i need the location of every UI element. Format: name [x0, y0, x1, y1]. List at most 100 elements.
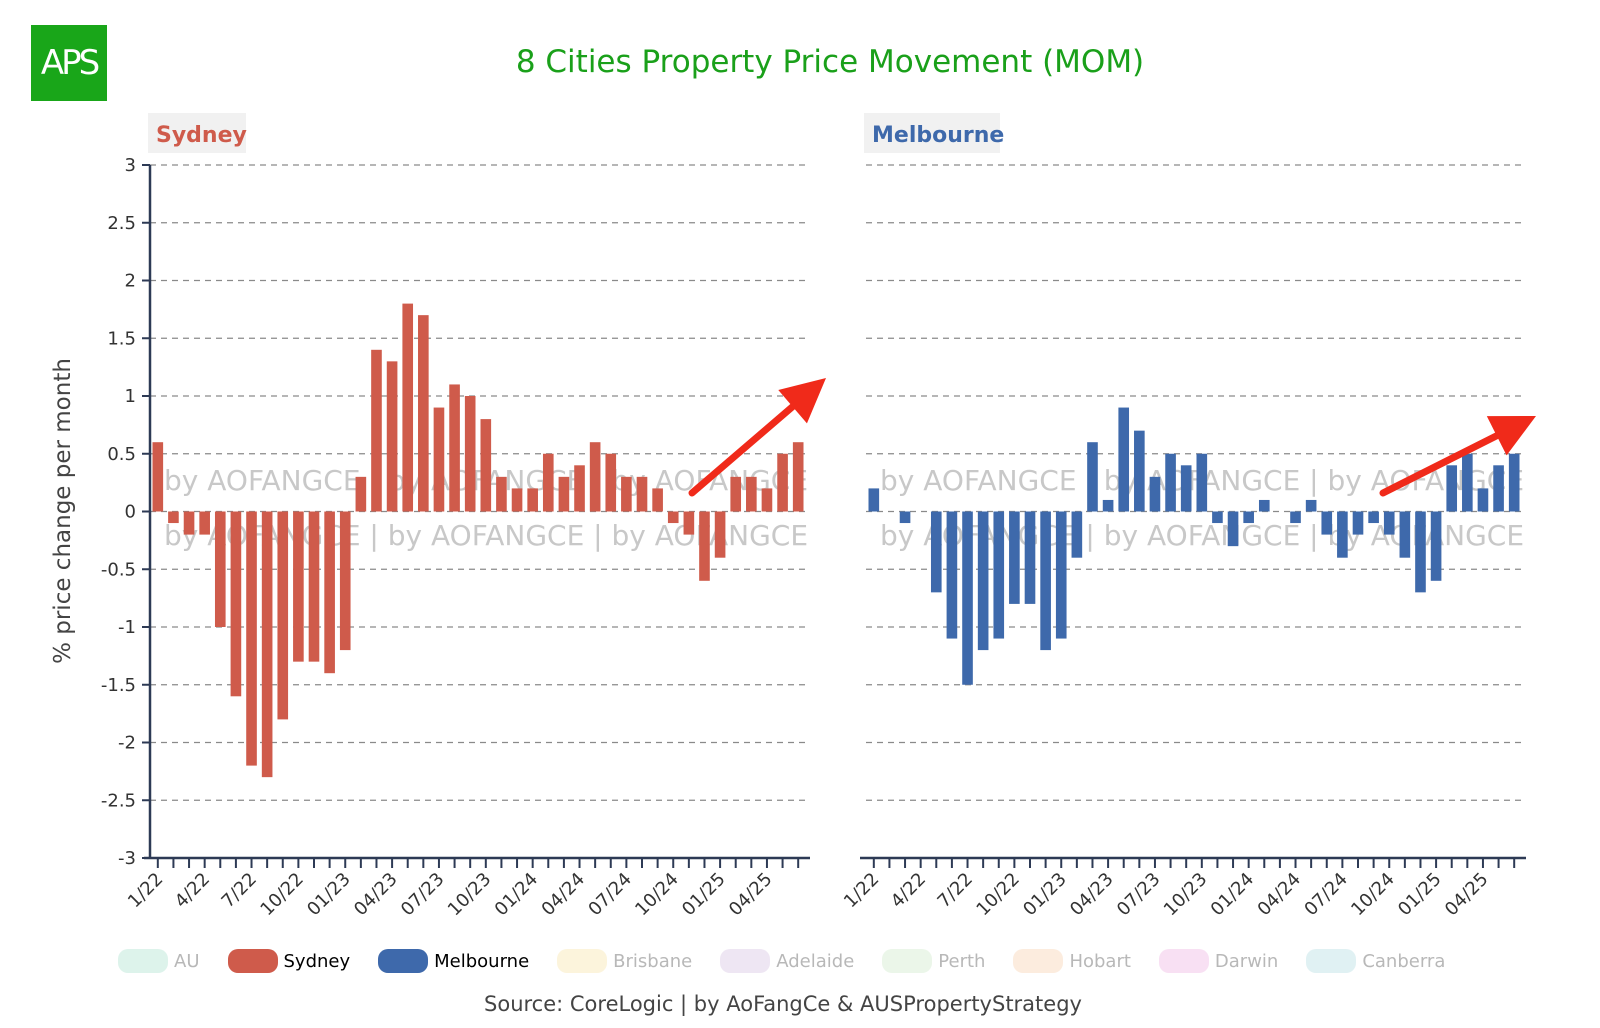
bar: [1477, 488, 1489, 512]
bar: [899, 511, 911, 524]
bar: [1180, 465, 1192, 512]
legend-item-darwin[interactable]: Darwin: [1158, 949, 1279, 973]
bar: [261, 511, 273, 778]
watermark-text: by AOFANGCE | by AOFANGCE | by AOFANGCE: [880, 519, 1524, 552]
y-tick-label: -2.5: [101, 790, 136, 811]
bar: [293, 511, 304, 662]
bar: [1290, 511, 1301, 524]
y-tick-label: -0.5: [101, 559, 136, 580]
bar: [152, 442, 164, 512]
legend-item-hobart[interactable]: Hobart: [1013, 949, 1131, 973]
bar: [1337, 511, 1348, 558]
legend-swatch: [118, 949, 168, 973]
bar: [977, 511, 989, 651]
x-tick-label: 10/22: [972, 869, 1024, 921]
bar: [777, 453, 788, 512]
legend-swatch: [1158, 949, 1209, 973]
bar: [230, 511, 242, 697]
bar: [1352, 511, 1364, 535]
panel-title-bg: [864, 113, 1000, 153]
panel-title: Sydney: [156, 123, 247, 148]
bar: [1009, 511, 1020, 604]
y-tick-label: -1: [118, 617, 136, 638]
bar: [1415, 511, 1426, 593]
x-tick-label: 04/24: [538, 869, 590, 921]
legend-item-melbourne[interactable]: Melbourne: [378, 949, 529, 973]
bar: [511, 488, 523, 512]
bar: [761, 488, 773, 512]
bar: [402, 303, 414, 512]
bar: [699, 511, 710, 581]
x-tick-label: 10/23: [444, 869, 496, 921]
x-tick-label: 01/25: [678, 869, 730, 921]
bar: [1243, 511, 1254, 524]
panel-title: Melbourne: [872, 123, 1004, 148]
bar: [339, 511, 351, 651]
legend-label: Melbourne: [434, 950, 530, 972]
legend-item-brisbane[interactable]: Brisbane: [557, 949, 692, 973]
x-tick-label: 04/25: [725, 869, 777, 921]
y-tick-label: 1.5: [107, 328, 136, 349]
legend-item-perth[interactable]: Perth: [882, 949, 985, 973]
bar: [1071, 511, 1083, 558]
legend-swatch: [378, 949, 429, 973]
bar: [355, 476, 367, 512]
bar: [1399, 511, 1411, 558]
x-tick-label: 7/22: [934, 869, 977, 912]
x-tick-label: 1/22: [124, 869, 167, 912]
x-tick-label: 7/22: [218, 869, 261, 912]
legend-item-sydney[interactable]: Sydney: [227, 949, 350, 973]
bar: [464, 396, 476, 512]
bar: [542, 453, 554, 512]
watermark-text: by AOFANGCE | by AOFANGCE | by AOFANGCE: [164, 519, 808, 552]
x-tick-label: 07/23: [397, 869, 449, 921]
y-tick-label: -1.5: [101, 675, 136, 696]
bar: [714, 511, 726, 558]
bar: [746, 476, 757, 512]
bar: [1462, 453, 1473, 512]
bar: [418, 315, 429, 512]
bar: [1258, 499, 1270, 512]
legend-item-au[interactable]: AU: [118, 949, 200, 973]
bar: [1430, 511, 1442, 581]
bar: [730, 476, 742, 512]
bar: [1024, 511, 1036, 604]
bar: [1508, 453, 1520, 512]
bar: [324, 511, 335, 674]
bar: [1149, 476, 1161, 512]
legend-label: Adelaide: [776, 950, 855, 972]
bar: [1493, 465, 1504, 512]
legend-swatch: [227, 949, 278, 973]
legend-item-adelaide[interactable]: Adelaide: [720, 949, 854, 973]
y-tick-label: 3: [125, 155, 136, 176]
y-tick-label: 2.5: [107, 213, 136, 234]
bar: [652, 488, 663, 512]
legend-label: Perth: [938, 950, 986, 972]
x-tick-label: 04/25: [1441, 869, 1493, 921]
bar: [1321, 511, 1333, 535]
legend-swatch: [1013, 949, 1064, 973]
bar: [621, 476, 632, 512]
bar: [1040, 511, 1051, 651]
bar: [449, 384, 460, 512]
legend-label: Darwin: [1214, 950, 1279, 972]
trend-arrow-head: [1486, 416, 1536, 456]
bar: [558, 476, 570, 512]
x-tick-label: 01/23: [303, 869, 355, 921]
bar: [1446, 465, 1458, 512]
bar: [480, 419, 492, 512]
bar: [371, 349, 382, 512]
legend-label: AU: [174, 950, 200, 972]
bar: [1305, 499, 1317, 512]
trend-arrow-line: [1379, 432, 1501, 497]
legend-item-canberra[interactable]: Canberra: [1306, 949, 1445, 973]
bar: [1227, 511, 1239, 547]
y-tick-label: 1: [125, 386, 136, 407]
x-tick-label: 07/23: [1113, 869, 1165, 921]
bar: [214, 511, 226, 627]
legend-label: Hobart: [1069, 950, 1131, 972]
bar: [962, 511, 973, 685]
bar: [1383, 511, 1395, 535]
legend: AU Sydney Melbourne Brisbane Adelaide Perth Ho…: [118, 946, 1473, 976]
